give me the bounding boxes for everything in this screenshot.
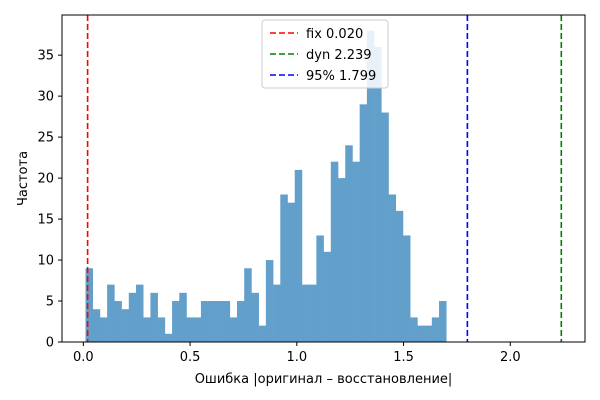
histogram-bar [388, 194, 397, 342]
histogram-bar [200, 301, 209, 342]
y-ticks: 0 5 10 15 20 25 30 35 [37, 49, 62, 351]
y-tick-label: 0 [46, 336, 54, 351]
histogram-bar [222, 301, 231, 342]
y-tick-label: 30 [37, 90, 54, 105]
histogram-bar [258, 325, 267, 342]
histogram-bar [287, 202, 296, 342]
y-tick-label: 25 [37, 131, 54, 146]
histogram-bar [193, 317, 202, 342]
histogram-bar [208, 301, 216, 342]
histogram-bar [374, 46, 382, 343]
histogram-bar [128, 292, 137, 342]
histogram-bar [431, 317, 440, 342]
histogram-bar [179, 292, 187, 342]
histogram-bar [395, 210, 404, 342]
histogram-bar [338, 178, 346, 342]
threshold-lines-group [86, 15, 563, 342]
histogram-bar [150, 292, 158, 342]
histogram-bar [301, 284, 310, 342]
histogram-bar [439, 301, 447, 342]
histogram-bar [186, 317, 195, 342]
histogram-bar [237, 301, 245, 342]
x-tick-label: 0.0 [73, 350, 94, 365]
legend-entry-label: fix 0.020 [306, 27, 363, 42]
histogram-bar [294, 169, 303, 342]
axes-group: 0.0 0.5 1.0 1.5 2.0 0 5 10 15 20 25 30 35 [37, 14, 586, 365]
histogram-bar [417, 325, 425, 342]
histogram-bar [92, 309, 101, 342]
histogram-bar [309, 284, 317, 342]
histogram-bar [229, 317, 238, 342]
histogram-bar [107, 284, 115, 342]
y-tick-label: 5 [46, 295, 54, 310]
y-tick-label: 20 [37, 172, 54, 187]
histogram-bar [99, 317, 108, 342]
histogram-bar [381, 112, 389, 343]
histogram-bar [121, 309, 130, 342]
y-tick-label: 10 [37, 254, 54, 269]
histogram-bar [402, 235, 411, 342]
x-ticks: 0.0 0.5 1.0 1.5 2.0 [73, 342, 521, 365]
histogram-bar [366, 30, 375, 342]
histogram-bar [164, 333, 173, 342]
histogram-bar [345, 145, 353, 342]
histogram-bar [316, 235, 324, 342]
histogram-bar [85, 268, 93, 342]
histogram-bar [323, 251, 332, 342]
histogram-bar [172, 301, 180, 342]
legend-entry-label: dyn 2.239 [306, 48, 372, 63]
legend-entry-label: 95% 1.799 [306, 69, 376, 84]
histogram-bar [280, 194, 288, 342]
histogram-bar [135, 284, 144, 342]
histogram-bar [157, 317, 166, 342]
histogram-bar [410, 317, 418, 342]
histogram-bar [352, 161, 360, 342]
x-tick-label: 0.5 [180, 350, 201, 365]
histogram-bar [215, 301, 223, 342]
x-tick-label: 2.0 [500, 350, 521, 365]
histogram-bar [265, 260, 274, 342]
histogram-bar [424, 325, 433, 342]
bars-group [85, 30, 447, 343]
histogram-bar [143, 317, 151, 342]
x-tick-label: 1.0 [286, 350, 307, 365]
y-tick-label: 15 [37, 213, 54, 228]
histogram-bar [330, 161, 339, 342]
x-axis-label: Ошибка |оригинал – восстановление| [195, 372, 453, 387]
y-axis-label: Частота [16, 151, 31, 206]
histogram-bar [244, 268, 252, 342]
legend-box [261, 19, 389, 89]
histogram-bar [273, 284, 281, 342]
y-tick-label: 35 [37, 49, 54, 64]
histogram-bar [359, 104, 368, 342]
histogram-bar [114, 301, 122, 342]
legend: fix 0.020 dyn 2.239 95% 1.799 [261, 19, 389, 89]
x-tick-label: 1.5 [393, 350, 414, 365]
histogram-bar [251, 292, 259, 342]
